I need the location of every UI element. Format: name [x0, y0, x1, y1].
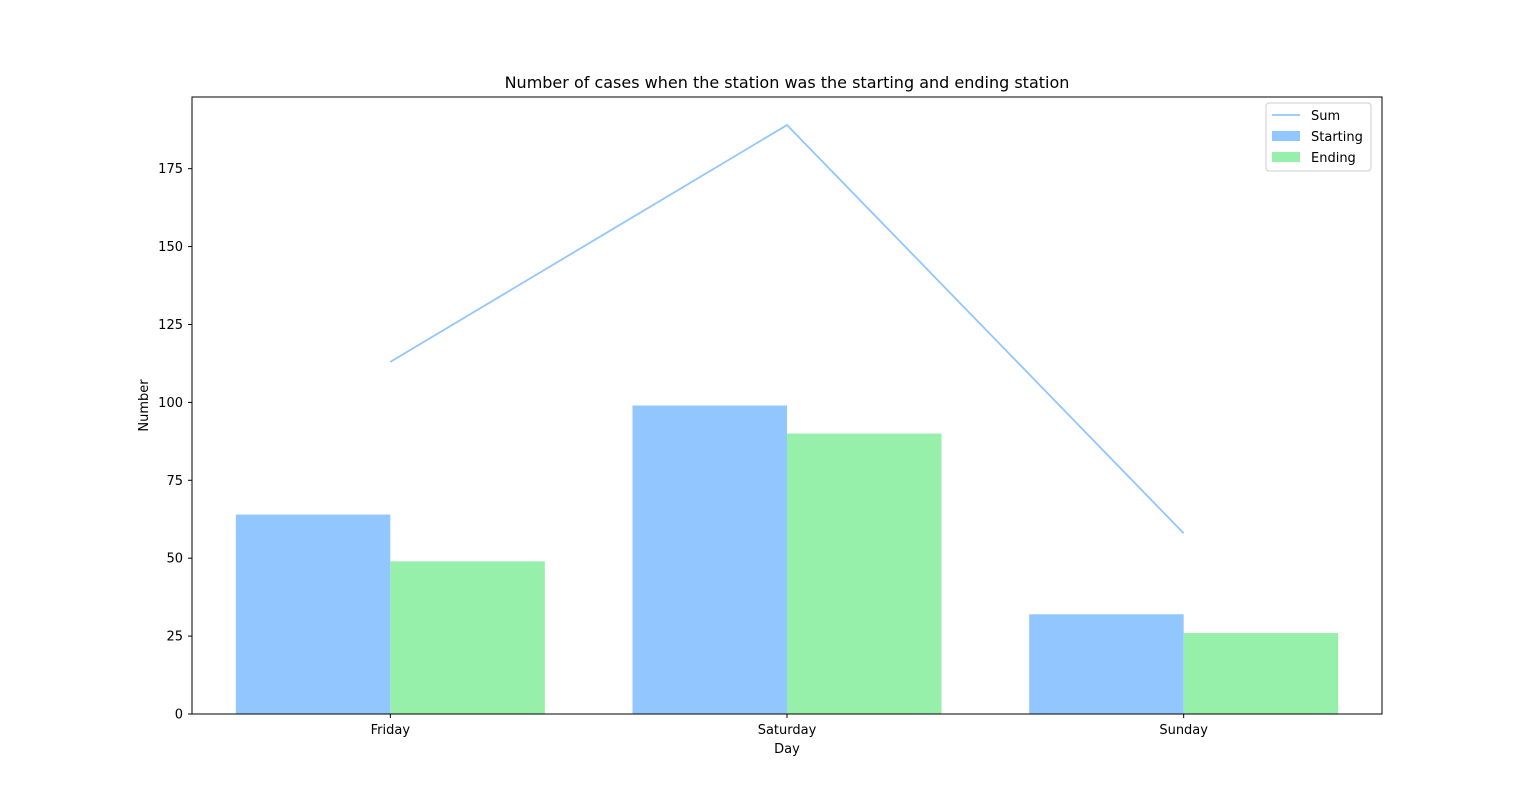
legend-label-starting: Starting [1311, 130, 1363, 145]
bars-layer [235, 405, 1339, 714]
bar-starting-sunday [1029, 614, 1184, 714]
y-tick-label-100: 100 [158, 396, 183, 411]
line-sum [389, 123, 1185, 534]
y-tick-label-125: 125 [158, 318, 183, 333]
y-tick-label-150: 150 [158, 240, 183, 255]
bar-ending-saturday [787, 433, 942, 714]
legend: Sum Starting Ending [1265, 102, 1372, 172]
bar-ending-friday [390, 561, 545, 714]
y-tick-label-175: 175 [158, 162, 183, 177]
y-tick-label-75: 75 [166, 474, 183, 489]
y-axis-label: Number [137, 379, 152, 432]
x-axis-label: Day [774, 742, 800, 757]
legend-swatch-ending [1272, 152, 1300, 162]
x-axis: Friday Saturday Sunday [371, 714, 1208, 738]
chart-title: Number of cases when the station was the… [505, 73, 1070, 92]
x-tick-label-sunday: Sunday [1159, 723, 1208, 738]
y-tick-label-25: 25 [166, 630, 183, 645]
y-tick-label-0: 0 [175, 708, 183, 723]
bar-starting-friday [235, 514, 391, 714]
y-axis: 0 25 50 75 100 125 150 175 [158, 162, 192, 723]
bar-ending-sunday [1183, 632, 1339, 714]
legend-label-sum: Sum [1311, 109, 1340, 124]
x-tick-label-friday: Friday [371, 723, 411, 738]
y-tick-label-50: 50 [166, 552, 183, 567]
legend-swatch-starting [1272, 131, 1300, 141]
lines-layer [389, 123, 1185, 534]
legend-label-ending: Ending [1311, 151, 1356, 166]
x-tick-label-saturday: Saturday [758, 723, 817, 738]
bar-starting-saturday [632, 405, 787, 714]
